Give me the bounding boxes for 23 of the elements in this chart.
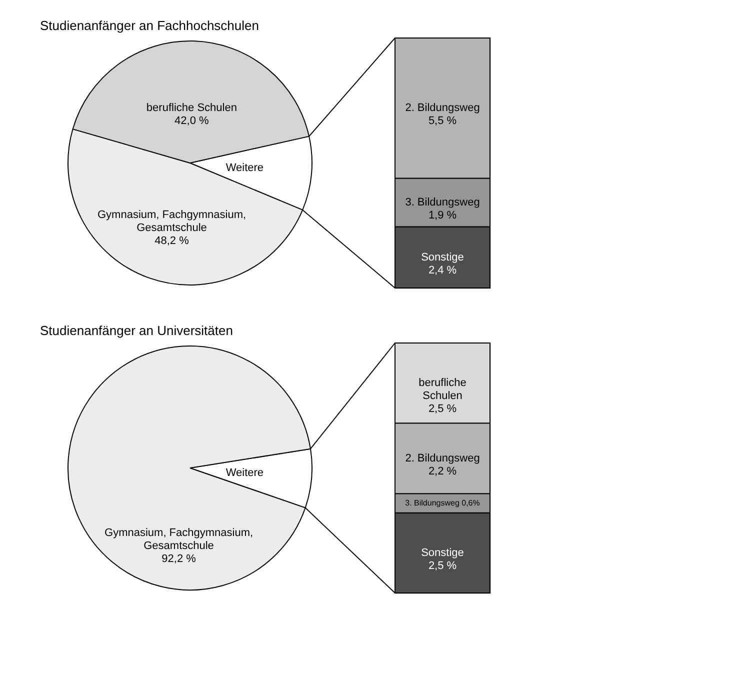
slice-label: Weitere: [226, 466, 264, 479]
slice-label: Gymnasium, Fachgymnasium, Gesamtschule: [104, 526, 254, 552]
data-label: 5,5 %: [428, 115, 457, 128]
data-label: 2,5 %: [428, 403, 457, 416]
data-label: 2,4 %: [428, 264, 457, 276]
slice-label: berufliche Schulen: [146, 102, 237, 114]
series-label: 2. Bildungsweg: [405, 102, 480, 114]
series-label: Sonstige: [421, 251, 464, 264]
slice-label: Gymnasium, Fachgymnasium, Gesamtschule: [97, 208, 246, 234]
data-label: 2,5 %: [428, 560, 457, 572]
chart-title: Studienanfänger an Universitäten: [40, 323, 233, 338]
data-label: 42,0 %: [174, 115, 210, 128]
data-label: 2,2 %: [428, 465, 457, 478]
series-label: Sonstige: [421, 546, 464, 559]
chart-title: Studienanfänger an Fachhochschulen: [40, 18, 259, 33]
data-label: 92,2 %: [162, 552, 196, 565]
text: 3. Bildungsweg 0,6%: [405, 498, 480, 508]
series-label: 2. Bildungsweg: [405, 452, 480, 464]
series-label: berufliche Schulen: [418, 377, 466, 402]
slice-label: Weitere: [226, 162, 264, 174]
series-label: 3. Bildungsweg: [405, 196, 480, 209]
data-label: 48,2 %: [154, 234, 190, 247]
data-label: 1,9 %: [428, 210, 457, 222]
